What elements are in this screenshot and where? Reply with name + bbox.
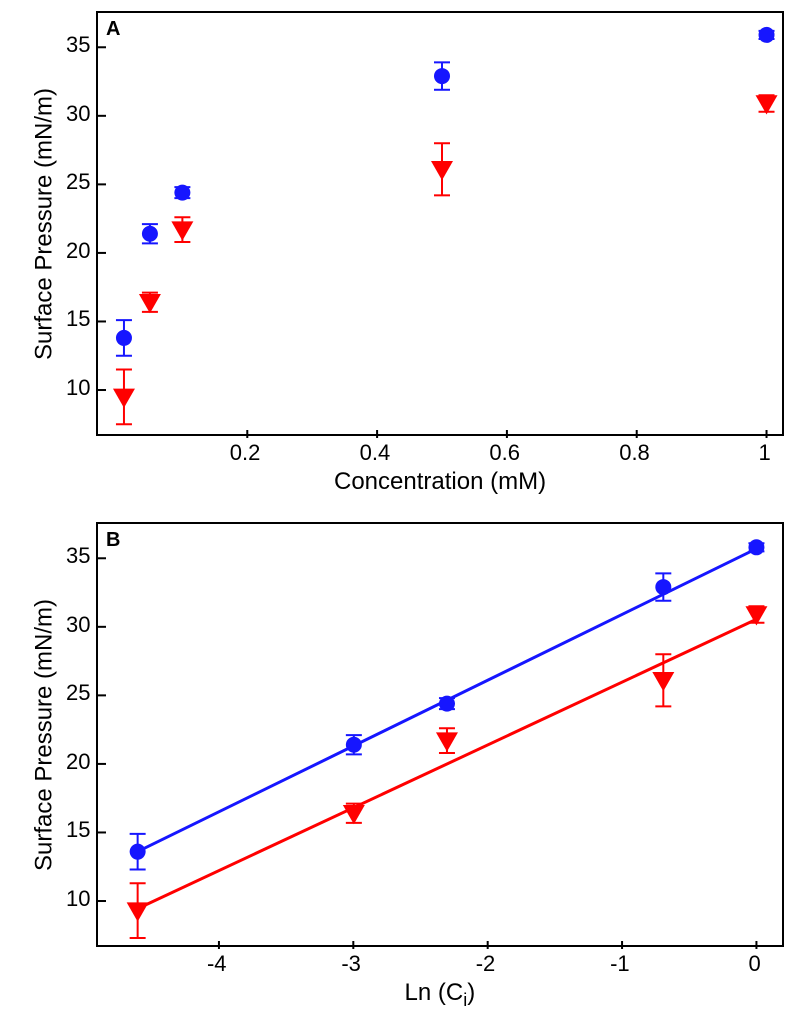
x-tick-label: -4 (207, 951, 227, 977)
y-tick-label: 30 (66, 612, 90, 638)
x-tick-label: 1 (759, 440, 771, 466)
panel-a-plot (98, 13, 786, 438)
panel-a-letter: A (106, 18, 120, 41)
x-tick-label: 0 (748, 951, 760, 977)
y-tick-label: 20 (66, 749, 90, 775)
panel-b: B (96, 522, 784, 947)
figure: A Concentration (mM) Surface Pressure (m… (0, 0, 799, 1020)
y-tick-label: 25 (66, 169, 90, 195)
x-tick-label: -2 (476, 951, 496, 977)
y-tick-label: 20 (66, 238, 90, 264)
panel-b-letter: B (106, 529, 120, 552)
y-tick-label: 10 (66, 375, 90, 401)
y-tick-label: 30 (66, 101, 90, 127)
x-tick-label: 0.8 (619, 440, 650, 466)
y-tick-label: 10 (66, 886, 90, 912)
x-tick-label: -3 (341, 951, 361, 977)
x-tick-label: 0.4 (360, 440, 391, 466)
panel-a-xlabel: Concentration (mM) (334, 468, 546, 496)
panel-a-ylabel: Surface Pressure (mN/m) (30, 11, 58, 436)
panel-b-ylabel: Surface Pressure (mN/m) (30, 522, 58, 947)
x-tick-label: -1 (610, 951, 630, 977)
y-tick-label: 15 (66, 817, 90, 843)
y-tick-label: 25 (66, 680, 90, 706)
panel-b-plot (98, 524, 786, 949)
x-tick-label: 0.2 (230, 440, 261, 466)
panel-a: A (96, 11, 784, 436)
y-tick-label: 15 (66, 306, 90, 332)
y-tick-label: 35 (66, 543, 90, 569)
panel-b-xlabel: Ln (Ci) (405, 979, 476, 1011)
y-tick-label: 35 (66, 32, 90, 58)
x-tick-label: 0.6 (489, 440, 520, 466)
